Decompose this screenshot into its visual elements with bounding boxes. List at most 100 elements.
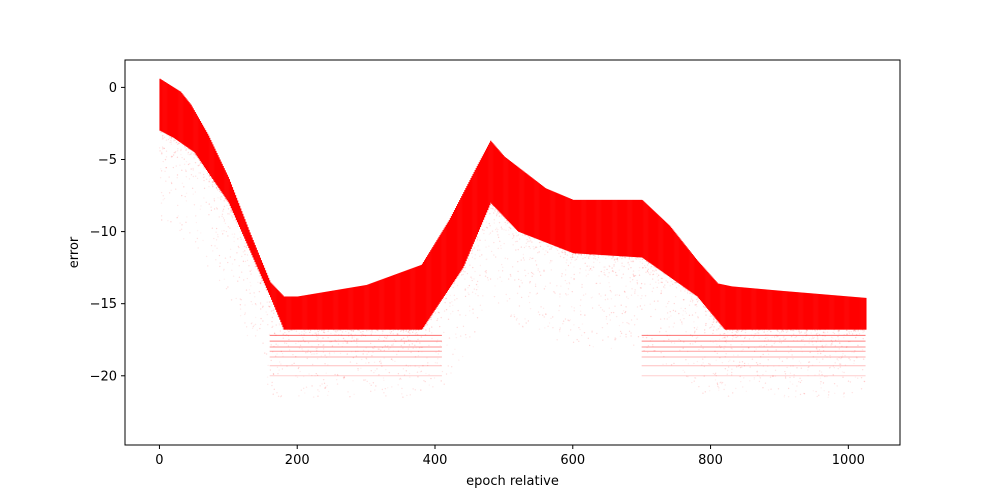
scatter-point: [221, 196, 223, 198]
scatter-point: [600, 270, 603, 273]
scatter-point: [377, 348, 379, 350]
scatter-point: [698, 385, 700, 388]
scatter-point: [665, 280, 667, 282]
scatter-point: [622, 273, 625, 275]
scatter-point: [559, 329, 561, 331]
dense-band-column: [313, 293, 315, 330]
scatter-point: [273, 333, 276, 335]
scatter-point: [793, 376, 795, 378]
dense-band-column: [779, 290, 781, 330]
scatter-point: [538, 241, 541, 244]
dense-band-column: [315, 293, 317, 330]
scatter-point: [720, 381, 722, 383]
dense-band-column: [569, 198, 571, 252]
dense-band-column: [509, 161, 512, 224]
scatter-point: [481, 309, 483, 311]
scatter-point: [399, 377, 401, 380]
scatter-point: [396, 333, 398, 336]
scatter-point: [533, 273, 535, 275]
scatter-point: [177, 143, 179, 145]
scatter-point: [614, 261, 617, 263]
dense-band-column: [501, 153, 503, 215]
dense-band-column: [710, 275, 712, 313]
scatter-point: [377, 328, 379, 331]
scatter-point: [373, 371, 375, 374]
scatter-point: [393, 338, 396, 341]
scatter-point: [220, 198, 222, 201]
scatter-point: [160, 168, 162, 170]
scatter-point: [318, 329, 321, 331]
scatter-point: [327, 390, 330, 393]
scatter-point: [472, 241, 474, 244]
dense-band-column: [761, 289, 764, 330]
scatter-point: [570, 256, 572, 259]
scatter-point: [789, 381, 791, 383]
scatter-point: [601, 254, 603, 256]
scatter-point: [553, 245, 556, 248]
scatter-point: [464, 295, 467, 298]
scatter-point: [160, 131, 162, 134]
dense-band-column: [632, 199, 635, 257]
dense-band-column: [248, 229, 250, 249]
scatter-point: [192, 169, 194, 171]
scatter-point: [464, 271, 466, 273]
scatter-point: [607, 298, 609, 300]
dense-band-column: [528, 175, 530, 236]
scatter-point: [198, 164, 200, 166]
scatter-point: [457, 273, 459, 275]
scatter-point: [795, 390, 797, 392]
scatter-point: [520, 296, 523, 299]
dense-band-column: [253, 242, 255, 260]
scatter-point: [453, 294, 456, 297]
scatter-point: [561, 251, 563, 253]
scatter-point: [504, 217, 506, 220]
scatter-point: [709, 363, 711, 366]
dense-band-column: [848, 296, 850, 330]
scatter-point: [681, 321, 683, 323]
scatter-point: [440, 380, 442, 382]
scatter-point: [237, 280, 239, 282]
dense-band-column: [699, 263, 702, 301]
scatter-point: [527, 295, 530, 298]
scatter-point: [252, 325, 255, 328]
scatter-point: [637, 336, 640, 338]
scatter-point: [770, 388, 772, 390]
dense-band-column: [787, 291, 790, 330]
scatter-point: [321, 328, 323, 331]
scatter-point: [370, 329, 373, 331]
scatter-point: [165, 150, 168, 152]
dense-band-column: [540, 184, 543, 241]
dense-band-column: [770, 289, 772, 330]
scatter-point: [639, 258, 641, 261]
scatter-points: [158, 78, 867, 399]
scatter-point: [184, 195, 186, 198]
y-tick-label: −15: [90, 297, 117, 312]
scatter-point: [219, 262, 221, 264]
dense-band-column: [813, 293, 815, 330]
scatter-point: [841, 355, 844, 357]
scatter-point: [612, 255, 615, 257]
dense-band-column: [668, 225, 671, 277]
scatter-point: [187, 151, 190, 154]
dense-band-column: [652, 209, 654, 266]
scatter-point: [223, 268, 225, 271]
scatter-point: [250, 322, 253, 325]
scatter-point: [517, 234, 520, 237]
dense-band-column: [716, 282, 718, 321]
dense-band-column: [197, 117, 199, 158]
dense-band-column: [743, 287, 745, 330]
scatter-point: [380, 328, 383, 331]
scatter-point: [612, 256, 614, 258]
scatter-point: [200, 161, 202, 164]
scatter-point: [591, 269, 593, 272]
scatter-point: [180, 153, 182, 156]
scatter-point: [288, 338, 290, 341]
scatter-point: [170, 139, 172, 142]
scatter-point: [842, 350, 844, 352]
scatter-point: [819, 370, 821, 372]
scatter-point: [838, 329, 840, 332]
scatter-point: [420, 346, 422, 349]
scatter-point: [265, 353, 268, 355]
dense-band-column: [295, 296, 298, 330]
scatter-point: [815, 333, 818, 335]
